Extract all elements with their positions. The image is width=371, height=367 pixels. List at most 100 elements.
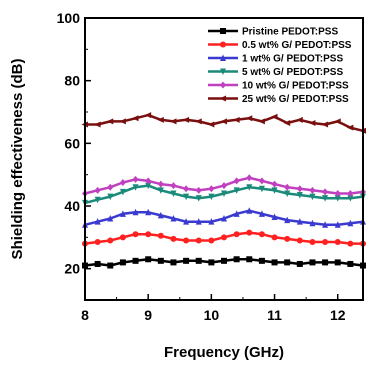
series-2: [82, 229, 366, 247]
data-point: [170, 235, 177, 242]
data-point: [296, 192, 303, 199]
data-point: [119, 234, 126, 241]
x-tick-label: 8: [81, 307, 89, 323]
data-point: [119, 259, 126, 266]
data-point: [246, 229, 253, 236]
legend-item: 0.5 wt% G/ PEDOT:PSS: [208, 40, 352, 51]
data-point: [271, 180, 278, 188]
data-point: [208, 237, 215, 244]
data-point: [170, 190, 177, 197]
legend-label: 5 wt% G/ PEDOT:PSS: [242, 67, 343, 78]
data-point: [309, 193, 316, 201]
data-point: [221, 257, 227, 264]
data-point: [195, 186, 202, 194]
legend-item: 25 wt% G/ PEDOT:PSS: [208, 94, 349, 105]
data-point: [347, 219, 354, 227]
data-point: [271, 187, 278, 194]
data-point: [347, 240, 354, 247]
data-point: [233, 187, 240, 194]
data-point: [170, 259, 177, 266]
data-point: [145, 182, 152, 190]
data-point: [208, 185, 215, 193]
data-point: [258, 210, 265, 217]
data-point: [182, 116, 190, 123]
x-tick-label: 10: [204, 307, 220, 323]
data-point: [271, 213, 278, 220]
data-point: [106, 118, 114, 125]
legend-swatch-marker: [220, 68, 226, 75]
data-point: [334, 189, 341, 197]
data-point: [183, 185, 190, 193]
data-point: [221, 190, 227, 197]
data-point: [221, 182, 227, 190]
data-point: [183, 237, 190, 244]
data-point: [258, 185, 265, 193]
data-point: [157, 187, 164, 194]
data-point: [157, 257, 164, 264]
data-point: [258, 257, 265, 264]
data-point: [207, 121, 215, 128]
data-point: [284, 259, 291, 266]
axes-layer: 8 9 10 11 12 20 40 60 80 100: [57, 10, 346, 323]
data-point: [145, 231, 152, 238]
legend-swatch-marker: [219, 95, 226, 102]
data-point: [183, 193, 190, 201]
data-point: [258, 177, 265, 185]
data-point: [107, 183, 114, 191]
data-point: [107, 215, 114, 222]
data-point: [296, 185, 303, 193]
data-point: [296, 218, 303, 225]
data-point: [144, 112, 152, 119]
data-point: [183, 257, 190, 264]
data-point: [220, 118, 227, 125]
legend-swatch-marker: [220, 28, 226, 34]
data-point: [132, 208, 139, 216]
data-point: [169, 118, 177, 125]
data-point: [183, 218, 190, 225]
data-point: [208, 218, 215, 225]
data-point: [283, 119, 291, 126]
legend-item: 1 wt% G/ PEDOT:PSS: [208, 54, 343, 65]
data-point: [284, 190, 291, 197]
data-point: [170, 182, 177, 190]
data-point: [334, 259, 341, 266]
data-point: [322, 259, 329, 266]
data-point: [321, 121, 329, 128]
data-point: [233, 116, 240, 123]
data-point: [246, 174, 253, 182]
data-point: [195, 237, 202, 244]
data-point: [334, 195, 341, 202]
x-tick-label: 9: [144, 307, 152, 323]
data-point: [309, 186, 316, 194]
legend-label: 10 wt% G/ PEDOT:PSS: [242, 81, 349, 92]
data-point: [271, 259, 278, 266]
series-6: [81, 112, 366, 134]
data-point: [132, 184, 139, 191]
data-layer: [81, 112, 366, 269]
data-point: [296, 260, 303, 267]
legend-item: 5 wt% G/ PEDOT:PSS: [208, 67, 343, 78]
data-point: [258, 231, 265, 238]
data-point: [145, 177, 152, 185]
data-point: [284, 183, 291, 191]
data-point: [132, 257, 139, 264]
data-point: [309, 259, 316, 266]
data-point: [170, 215, 177, 222]
plot-frame: [84, 17, 364, 301]
data-point: [94, 121, 101, 128]
data-point: [347, 189, 354, 197]
data-point: [195, 118, 202, 125]
legend-item: Pristine PEDOT:PSS: [208, 27, 338, 38]
y-axis-title: Shielding effectiveness (dB): [9, 59, 26, 260]
series-4: [82, 182, 366, 207]
data-point: [119, 179, 126, 186]
data-point: [334, 239, 341, 246]
data-point: [132, 175, 139, 183]
data-point: [119, 188, 126, 196]
data-point: [284, 216, 291, 224]
data-point: [195, 195, 202, 202]
data-point: [347, 195, 354, 202]
data-point: [107, 237, 114, 244]
data-point: [107, 193, 114, 201]
series-5: [82, 174, 366, 197]
